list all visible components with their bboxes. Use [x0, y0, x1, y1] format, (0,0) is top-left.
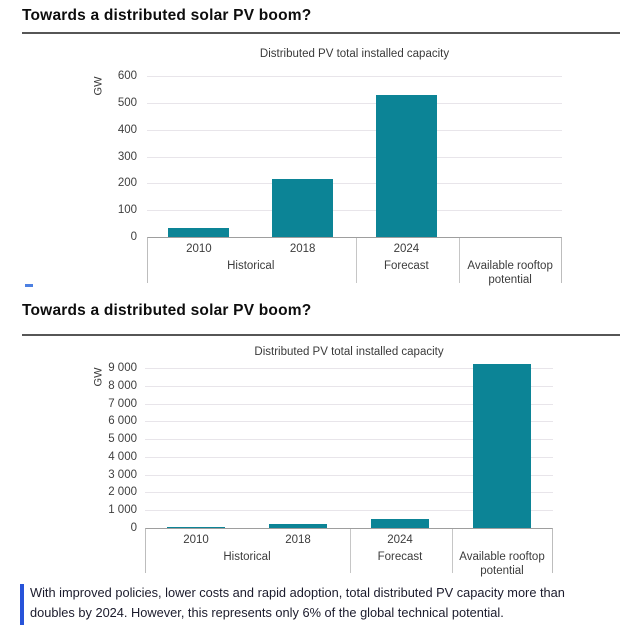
y-tick-label: 1 000: [108, 504, 137, 517]
year-label-2018: 2018: [285, 534, 311, 546]
gridline: [147, 210, 562, 212]
gridline: [145, 421, 553, 423]
y-axis-unit-label: GW: [90, 363, 106, 391]
group-label-forecast: Forecast: [377, 551, 423, 563]
group-label-available-rooftop-potential: Available rooftop potential: [459, 551, 545, 577]
group-label-forecast: Forecast: [384, 260, 429, 272]
y-tick-label: 4 000: [108, 450, 137, 463]
slide-2-title: Towards a distributed solar PV boom?: [22, 302, 312, 319]
stray-dash-mark: [25, 284, 33, 287]
group-label-historical: Historical: [223, 551, 271, 563]
gridline: [147, 183, 562, 185]
gridline: [147, 102, 562, 104]
chart-title: Distributed PV total installed capacity: [259, 48, 450, 60]
slide-2-title-rule: [22, 334, 620, 336]
bar-2010: [168, 227, 230, 237]
gridline: [145, 492, 553, 494]
y-tick-label: 400: [117, 123, 137, 136]
gridline: [145, 368, 553, 369]
y-tick-label: 8 000: [108, 379, 137, 392]
y-tick-label: 500: [117, 96, 137, 109]
y-tick-label: 5 000: [108, 433, 137, 446]
gridline: [145, 456, 553, 458]
gridline: [145, 385, 553, 387]
y-axis-unit-text: GW: [92, 367, 105, 387]
year-label-2010: 2010: [186, 243, 212, 255]
y-axis-unit-text: GW: [92, 76, 105, 96]
bar-2018: [272, 179, 334, 237]
group-label-historical: Historical: [227, 260, 275, 272]
y-tick-label: 9 000: [108, 362, 137, 374]
gridline: [145, 439, 553, 441]
group-label-available-rooftop-potential: Available rooftop potential: [467, 260, 553, 286]
y-tick-label: 100: [117, 204, 137, 217]
gridline: [147, 76, 562, 77]
y-tick-label: 7 000: [108, 397, 137, 410]
y-tick-label: 2 000: [108, 486, 137, 499]
year-label-2024: 2024: [393, 243, 420, 255]
gridline: [147, 129, 562, 131]
column-divider: [350, 529, 351, 573]
bar-2018: [269, 524, 327, 528]
caption-accent-bar: [20, 584, 24, 625]
y-tick-label: 300: [117, 150, 137, 163]
y-tick-label: 6 000: [108, 415, 137, 428]
bar-2024: [375, 94, 437, 237]
column-divider: [452, 529, 453, 573]
y-tick-label: 600: [117, 70, 137, 82]
caption-line-1: With improved policies, lower costs and …: [30, 585, 565, 600]
column-divider: [459, 238, 461, 283]
x-axis-label-box: [147, 237, 562, 283]
y-tick-label: 200: [117, 177, 137, 190]
year-label-2010: 2010: [183, 534, 209, 546]
chart-title: Distributed PV total installed capacity: [254, 346, 444, 358]
y-axis-unit-label: GW: [90, 72, 106, 100]
bar-2024: [371, 518, 429, 528]
column-divider: [355, 238, 357, 283]
slide-1-title-rule: [22, 32, 620, 34]
bar-available-rooftop-potential: [473, 364, 531, 528]
year-label-2018: 2018: [289, 243, 316, 255]
gridline: [147, 156, 562, 158]
caption: With improved policies, lower costs and …: [30, 583, 615, 623]
y-tick-label: 0: [130, 522, 137, 534]
x-axis-label-box: [145, 528, 553, 573]
gridline: [145, 510, 553, 512]
slide-1-title: Towards a distributed solar PV boom?: [22, 7, 312, 24]
gridline: [145, 403, 553, 405]
year-label-2024: 2024: [387, 534, 413, 546]
gridline: [145, 474, 553, 476]
bar-2010: [167, 526, 225, 528]
y-tick-label: 3 000: [108, 468, 137, 481]
caption-line-2: doubles by 2024. However, this represent…: [30, 605, 504, 620]
y-tick-label: 0: [130, 231, 137, 243]
